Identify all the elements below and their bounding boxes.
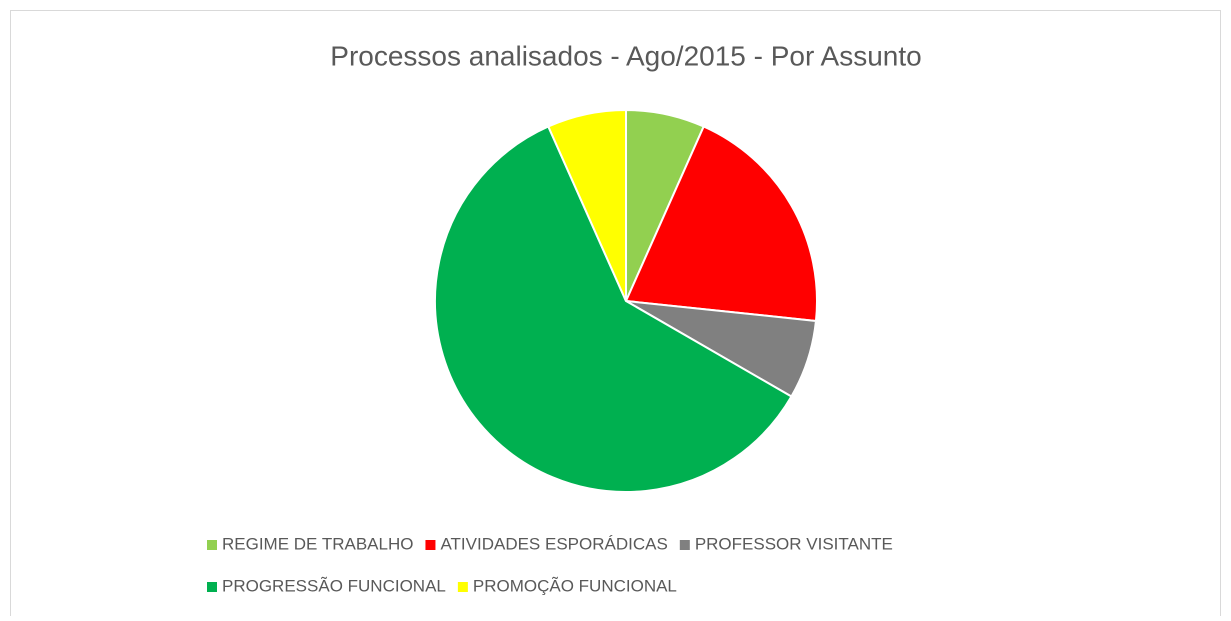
legend-swatch — [207, 540, 217, 550]
legend-swatch — [457, 582, 468, 592]
pie-slice — [434, 125, 793, 493]
chart-title: Processos analisados - Ago/2015 - Por As… — [330, 40, 921, 71]
legend-label: PROGRESSÃO FUNCIONAL — [222, 576, 446, 595]
legend-swatch — [679, 540, 690, 550]
legend-label: PROFESSOR VISITANTE — [695, 534, 893, 553]
legend-swatch — [207, 582, 217, 592]
legend-label: ATIVIDADES ESPORÁDICAS — [440, 534, 667, 553]
legend-label: PROMOÇÃO FUNCIONAL — [473, 576, 677, 595]
legend-label: REGIME DE TRABALHO — [222, 534, 413, 553]
pie-slice — [546, 108, 627, 302]
pie-slice — [624, 125, 818, 323]
legend-swatch — [425, 540, 436, 550]
